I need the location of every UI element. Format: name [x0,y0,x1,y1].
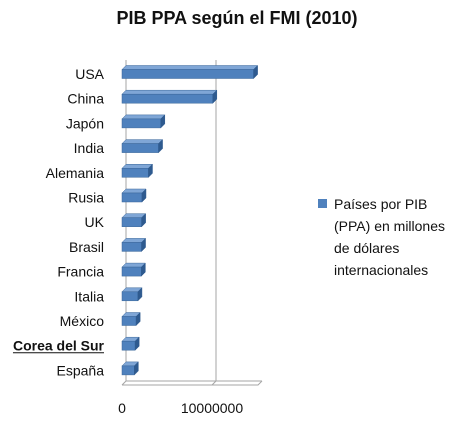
bar [121,361,139,376]
category-label: Brasil [69,239,104,255]
bar-front-face [121,118,162,129]
bar-front-face [121,316,137,326]
bar-end-face [160,114,166,129]
x-tick-label: 10000000 [181,400,244,416]
bar-front-face [121,168,149,178]
bar-end-face [141,213,146,228]
bar [121,163,154,178]
bar-front-face [121,69,254,79]
bar-top-face [121,114,166,120]
x-tick-labels: 0 10000000 [118,400,243,416]
bar-end-face [148,163,153,178]
bar-end-face [158,138,163,154]
category-label: Italia [74,288,104,304]
bar-front-face [121,143,159,153]
category-label: USA [75,66,104,82]
bars-group [121,64,259,376]
bar-end-face [137,287,143,302]
bar [121,262,146,277]
bar-top-face [121,89,218,95]
category-label: UK [85,214,105,230]
bar-end-face [141,237,146,253]
bar [121,311,141,327]
bar-top-face [121,139,164,144]
bar-end-face [141,262,146,277]
x-tick-label: 0 [118,400,126,416]
bar-top-face [121,164,154,169]
bar-end-face [134,336,140,351]
category-label: China [67,91,104,107]
bar-end-face [141,188,147,203]
category-label: España [57,362,105,378]
bar [121,89,218,104]
bar [121,188,147,203]
category-labels: USA China Japón India Alemania Rusia UK Brasil F… [12,66,105,378]
bar-front-face [121,340,136,351]
category-label: Corea del Sur [13,338,105,354]
bar [121,237,147,253]
bar [121,213,147,228]
bar-front-face [121,217,142,227]
chart-title: PIB PPA según el FMI (2010) [116,8,358,28]
bar-front-face [121,93,214,104]
bar-front-face [121,192,143,203]
bar [121,64,259,80]
legend-label: Países por PIB (PPA) en millones de dóla… [334,196,446,278]
gridline [211,60,217,386]
axis-floor [122,380,263,386]
bar-front-face [121,365,135,376]
legend-swatch [318,199,327,208]
bar [121,138,164,154]
category-label: Rusia [68,190,104,206]
bar-front-face [121,291,139,302]
category-label: India [74,140,105,156]
bar-end-face [212,89,218,104]
bar-front-face [121,242,142,252]
category-label: Alemania [46,165,105,181]
category-label: Francia [57,264,104,280]
bar-end-face [253,64,258,80]
bar [121,336,140,351]
category-label: Japón [66,115,104,131]
category-label: México [60,313,105,329]
bar-front-face [121,266,142,277]
bar [121,287,143,302]
bar [121,114,166,129]
bar-end-face [135,311,141,327]
bar-end-face [134,361,139,376]
bar-top-face [121,65,259,70]
